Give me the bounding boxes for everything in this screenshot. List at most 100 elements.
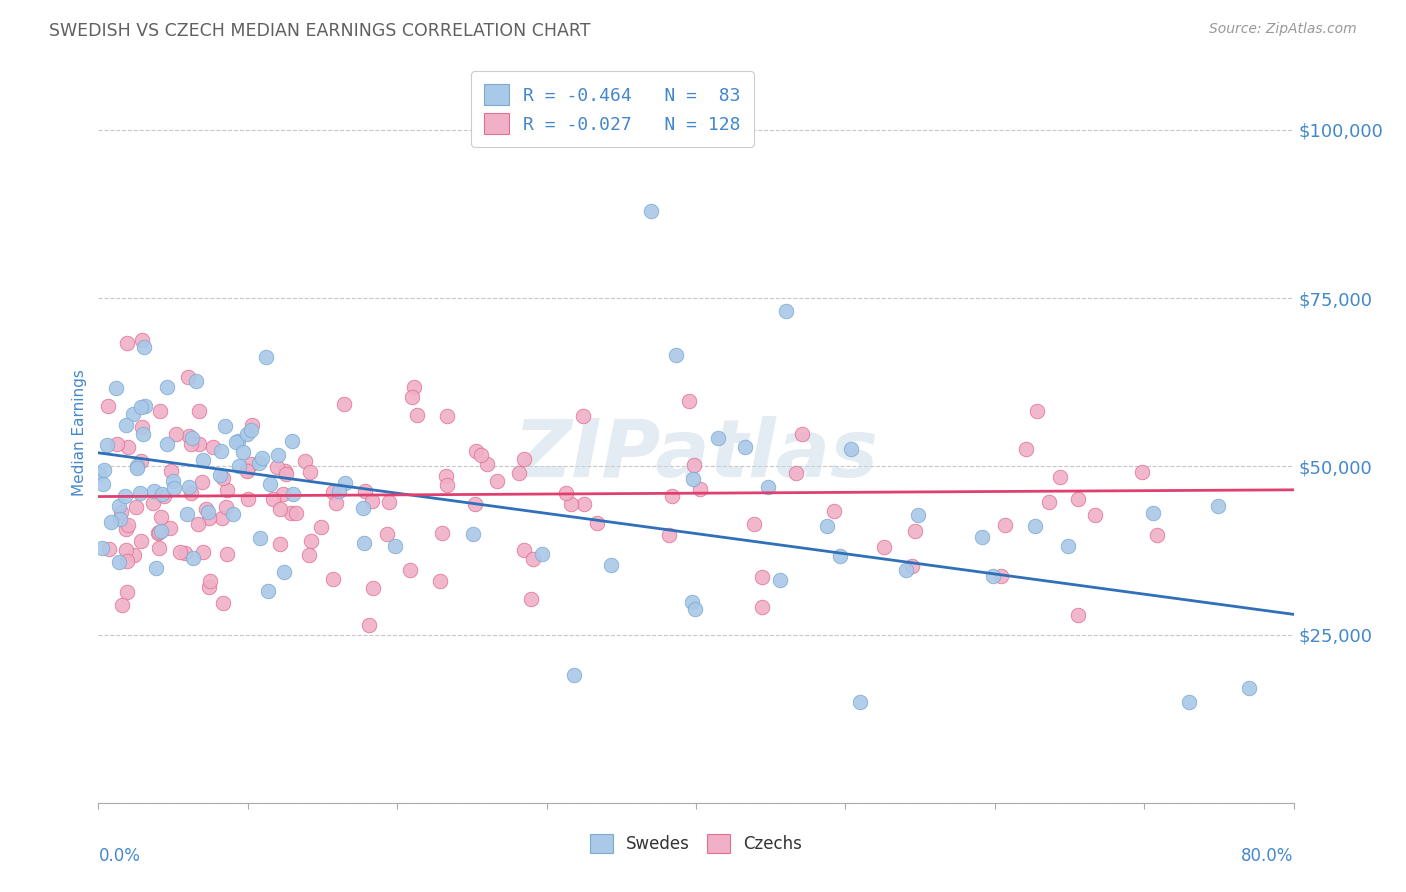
Point — [180, 437, 202, 451]
Point — [110, 512, 132, 526]
Point — [681, 595, 703, 609]
Point — [198, 511, 221, 525]
Point — [148, 525, 170, 540]
Point — [1130, 465, 1153, 479]
Point — [401, 390, 423, 404]
Point — [148, 541, 170, 555]
Point — [1024, 519, 1046, 533]
Point — [240, 457, 263, 471]
Point — [406, 408, 429, 422]
Point — [181, 551, 204, 566]
Point — [873, 540, 896, 554]
Point — [823, 504, 845, 518]
Point — [404, 380, 426, 394]
Point — [249, 531, 271, 545]
Point — [1083, 508, 1105, 522]
Point — [475, 458, 498, 472]
Point — [240, 423, 263, 437]
Point — [707, 431, 730, 445]
Point — [143, 483, 166, 498]
Point — [815, 519, 838, 533]
Point — [751, 570, 773, 584]
Point — [117, 440, 139, 454]
Point — [104, 381, 127, 395]
Point — [849, 695, 872, 709]
Point — [830, 549, 852, 564]
Point — [436, 478, 458, 492]
Point — [159, 463, 181, 477]
Point — [232, 445, 254, 459]
Point — [562, 667, 585, 681]
Point — [734, 440, 756, 454]
Point — [180, 485, 202, 500]
Point — [519, 591, 541, 606]
Point — [353, 484, 375, 499]
Text: ZIPatlas: ZIPatlas — [513, 416, 879, 494]
Point — [271, 487, 294, 501]
Point — [1237, 681, 1260, 696]
Point — [384, 539, 406, 553]
Point — [211, 511, 233, 525]
Point — [222, 507, 245, 521]
Point — [252, 450, 274, 465]
Point — [769, 573, 792, 587]
Point — [775, 304, 797, 318]
Point — [1146, 528, 1168, 542]
Point — [117, 517, 139, 532]
Point — [145, 561, 167, 575]
Point — [333, 476, 356, 491]
Point — [285, 506, 308, 520]
Point — [901, 559, 924, 574]
Point — [259, 476, 281, 491]
Text: Source: ZipAtlas.com: Source: ZipAtlas.com — [1209, 22, 1357, 37]
Point — [176, 507, 198, 521]
Point — [209, 468, 232, 483]
Point — [266, 460, 288, 475]
Point — [149, 510, 172, 524]
Point — [129, 401, 152, 415]
Point — [744, 516, 766, 531]
Point — [191, 475, 214, 490]
Point — [378, 495, 401, 509]
Point — [1142, 506, 1164, 520]
Point — [114, 418, 136, 433]
Point — [215, 547, 238, 561]
Point — [197, 505, 219, 519]
Point — [661, 489, 683, 503]
Point — [198, 580, 221, 594]
Point — [97, 399, 120, 413]
Point — [486, 474, 509, 488]
Point — [377, 526, 399, 541]
Point — [512, 452, 534, 467]
Point — [127, 461, 149, 475]
Point — [114, 543, 136, 558]
Point — [1015, 442, 1038, 457]
Point — [177, 429, 200, 443]
Text: 80.0%: 80.0% — [1241, 847, 1294, 865]
Point — [436, 409, 458, 423]
Point — [236, 492, 259, 507]
Point — [357, 618, 380, 632]
Point — [464, 496, 486, 510]
Point — [432, 525, 454, 540]
Point — [131, 333, 153, 347]
Point — [121, 408, 143, 422]
Point — [191, 545, 214, 559]
Point — [682, 473, 704, 487]
Text: 0.0%: 0.0% — [98, 847, 141, 865]
Point — [1067, 607, 1090, 622]
Point — [683, 602, 706, 616]
Point — [333, 396, 356, 410]
Point — [149, 404, 172, 418]
Point — [148, 525, 170, 540]
Point — [198, 574, 221, 588]
Point — [353, 535, 375, 549]
Point — [184, 374, 207, 388]
Point — [751, 600, 773, 615]
Point — [228, 459, 250, 474]
Point — [600, 558, 623, 572]
Point — [274, 464, 297, 478]
Point — [269, 536, 291, 550]
Point — [434, 469, 457, 483]
Point — [522, 551, 544, 566]
